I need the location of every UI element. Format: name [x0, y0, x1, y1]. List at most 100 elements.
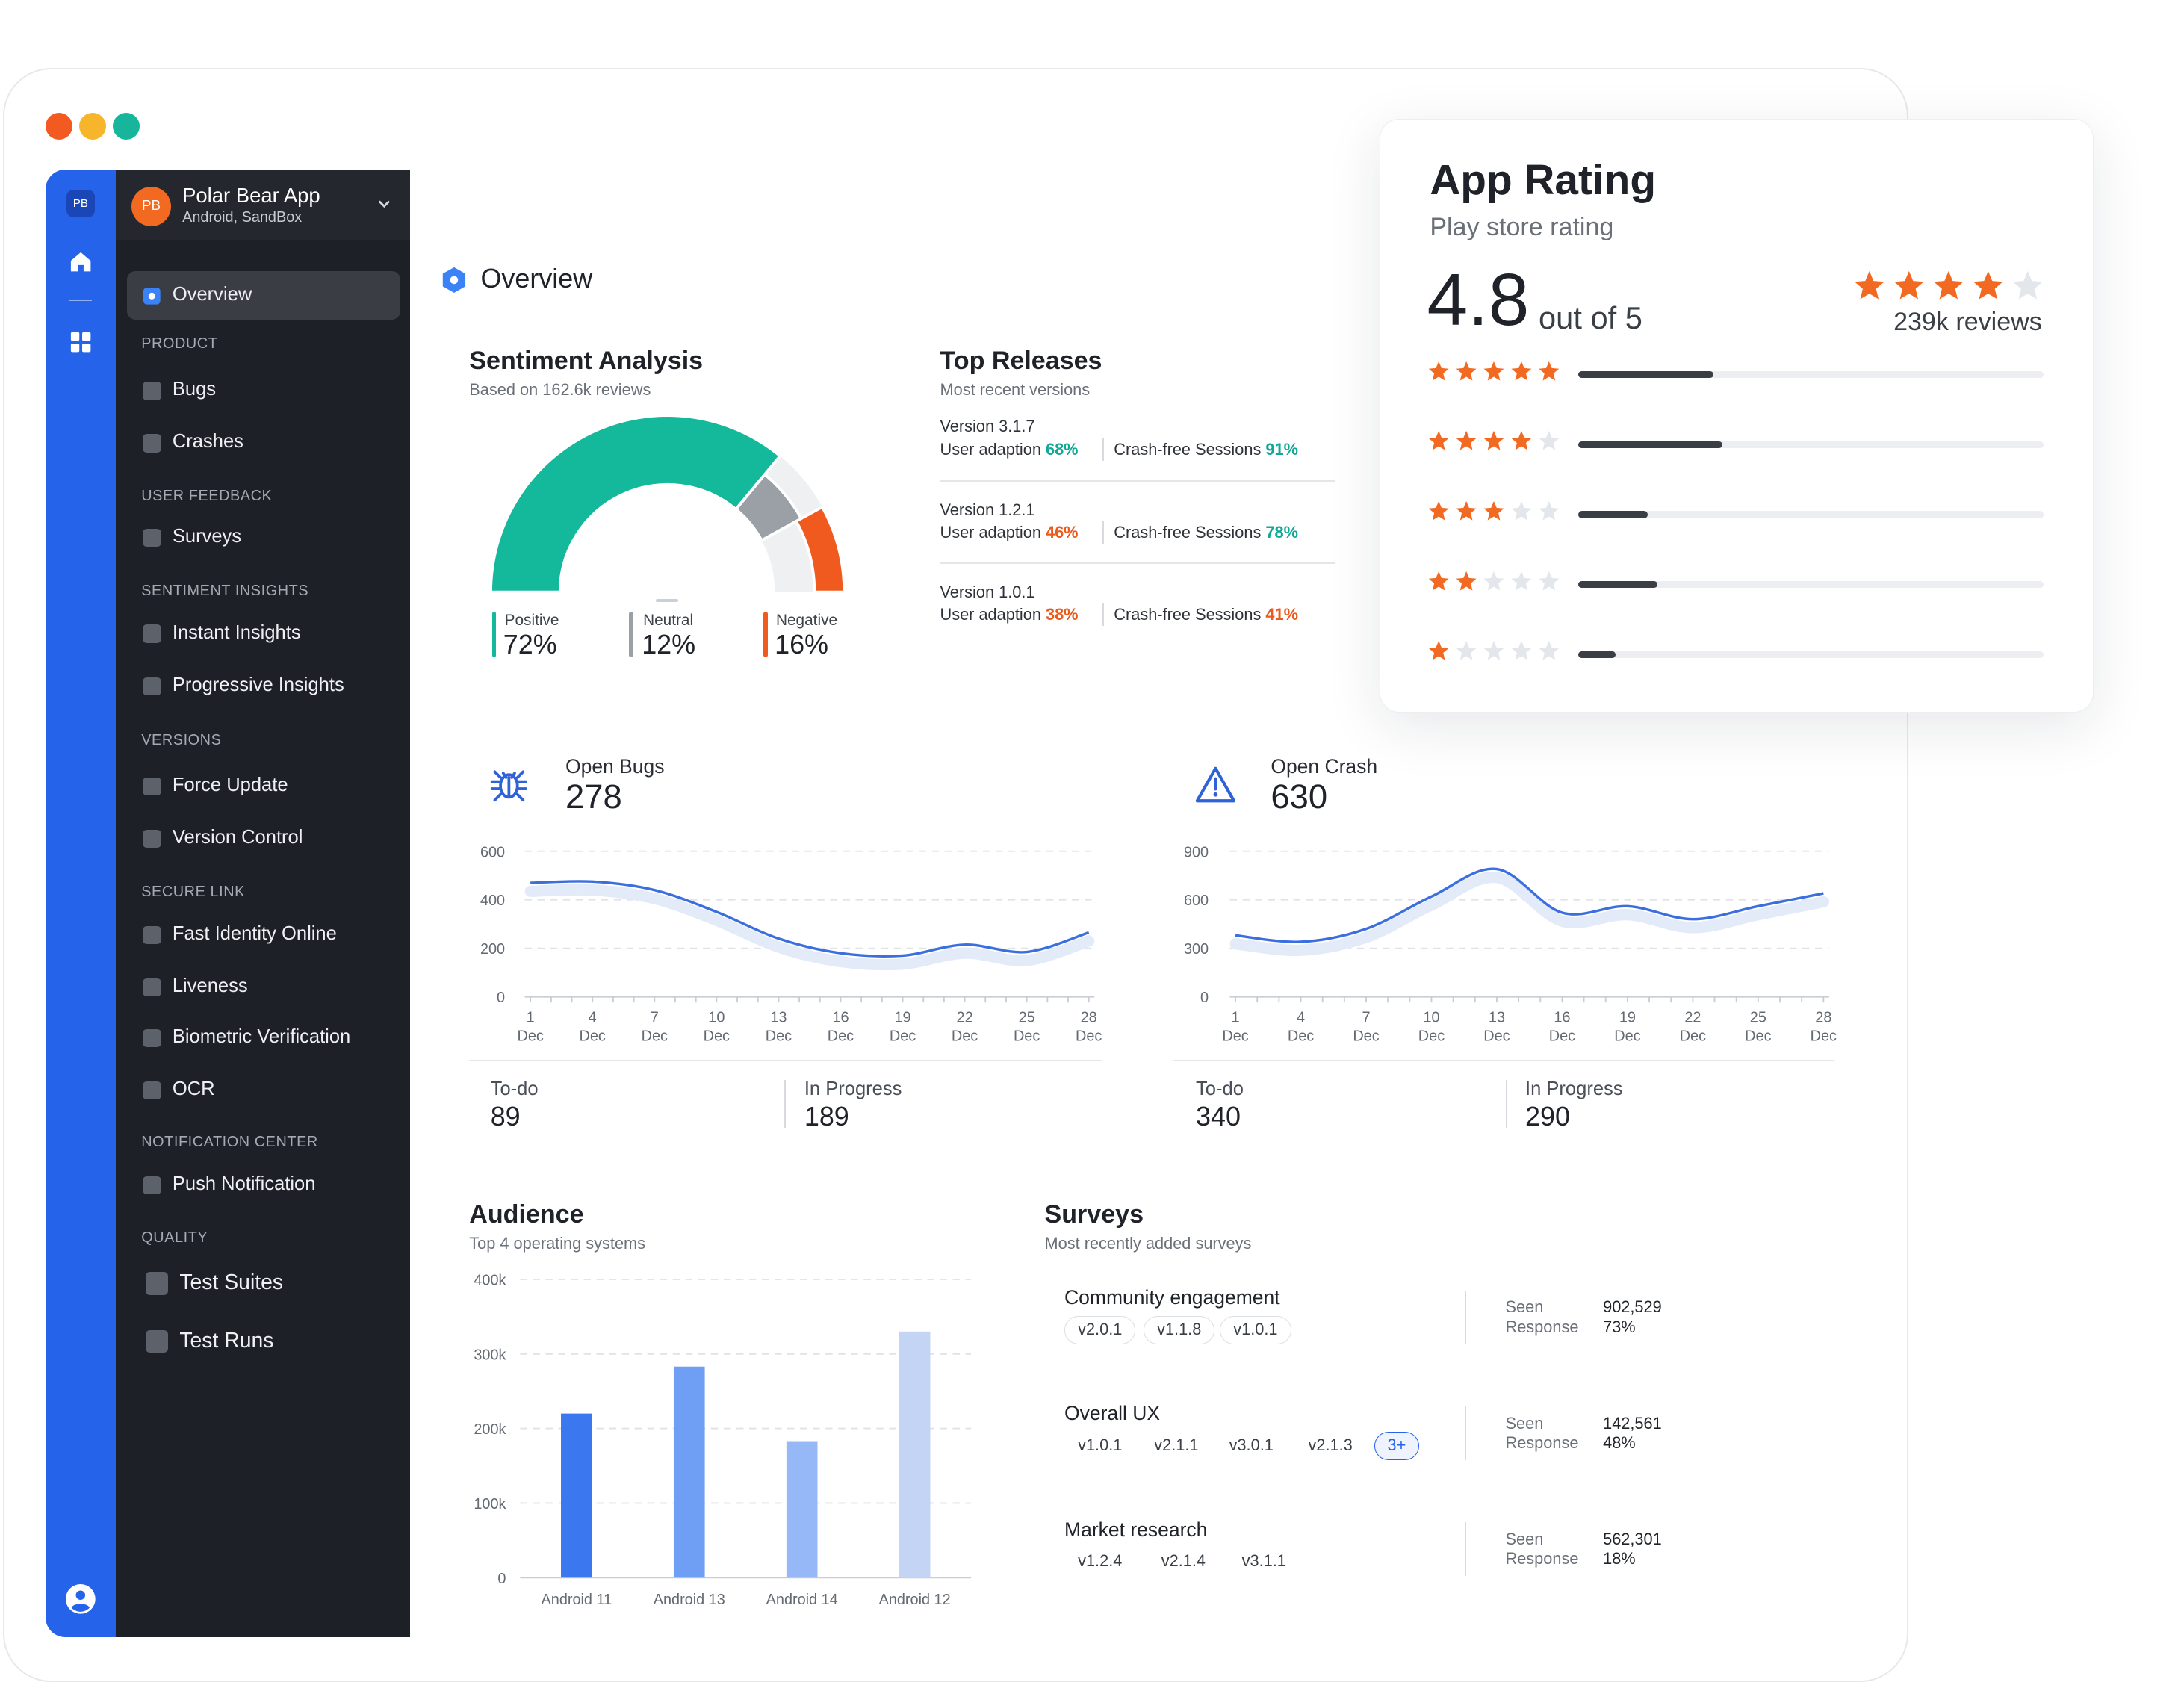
sidebar-item-overview[interactable] [127, 271, 400, 320]
app-switcher[interactable]: PB Polar Bear App Android, SandBox [116, 170, 410, 240]
star-empty-icon [1483, 571, 1504, 591]
sidebar-item-surveys[interactable]: Surveys [172, 526, 242, 547]
sidebar-item-force-update[interactable]: Force Update [172, 775, 288, 796]
response-label: Response [1505, 1317, 1579, 1336]
sidebar-item-fast-identity[interactable]: Fast Identity Online [172, 922, 337, 944]
window-maximize-dot[interactable] [113, 113, 140, 140]
identity-icon [143, 925, 161, 945]
star-filled-icon [1511, 431, 1532, 450]
version-chip[interactable]: v1.0.1 [1220, 1315, 1291, 1344]
push-notification-icon [143, 1176, 161, 1195]
ocr-icon [143, 1081, 161, 1100]
series-shadow [524, 884, 1094, 970]
sidebar-item-ocr[interactable]: OCR [172, 1078, 215, 1099]
release-divider [1102, 521, 1105, 544]
version-chip[interactable]: v2.1.1 [1154, 1436, 1199, 1455]
series-line [1235, 867, 1824, 943]
star-empty-icon [1539, 571, 1560, 591]
sidebar-item-overview-label: Overview [172, 284, 252, 305]
release-separator [940, 480, 1336, 482]
version-chip[interactable]: v2.1.4 [1161, 1551, 1206, 1571]
sidebar-item-instant-insights[interactable]: Instant Insights [172, 621, 301, 643]
survey-name: Overall UX [1064, 1402, 1161, 1425]
survey-divider [1464, 1522, 1466, 1577]
version-chip[interactable]: v1.1.8 [1144, 1315, 1215, 1344]
grid-icon[interactable] [69, 331, 92, 353]
version-chip[interactable]: v1.2.4 [1078, 1551, 1123, 1571]
x-tick-label: 25 Dec [1013, 1009, 1039, 1044]
y-tick-label: 600 [1184, 893, 1209, 909]
negative-legend-marker [763, 612, 768, 657]
adoption-value: 68% [1045, 439, 1079, 459]
distribution-bar-track [1578, 651, 2044, 658]
crash-progress-label: In Progress [1525, 1078, 1623, 1099]
sidebar-item-liveness[interactable]: Liveness [172, 975, 248, 996]
section-versions: VERSIONS [141, 732, 222, 749]
star-filled-icon [1483, 431, 1504, 450]
window-minimize-dot[interactable] [78, 113, 106, 140]
sidebar-item-bugs[interactable]: Bugs [172, 379, 217, 400]
x-tick-label: 7 Dec [641, 1009, 667, 1044]
more-versions-chip[interactable]: 3+ [1374, 1432, 1420, 1460]
category-label: Android 12 [879, 1592, 951, 1608]
app-platform: Android, SandBox [182, 209, 303, 226]
section-sentiment-insights: SENTIMENT INSIGHTS [141, 582, 309, 599]
star-filled-icon [1429, 361, 1450, 381]
star-filled-icon [1483, 500, 1504, 521]
icon-rail: PB [45, 170, 117, 1637]
x-tick-label: 22 Dec [1680, 1009, 1706, 1044]
rail-app-badge[interactable]: PB [66, 189, 95, 218]
version-chip[interactable]: v1.0.1 [1078, 1436, 1123, 1455]
sidebar-item-crashes[interactable]: Crashes [172, 431, 243, 453]
star-row [1429, 431, 1560, 450]
sidebar-item-test-suites[interactable]: Test Suites [179, 1270, 284, 1295]
star-empty-icon [1456, 641, 1477, 660]
response-value: 73% [1603, 1317, 1636, 1336]
sentiment-gauge [488, 414, 846, 594]
window-close-dot[interactable] [45, 113, 72, 140]
sidebar-item-biometric[interactable]: Biometric Verification [172, 1025, 351, 1047]
sentiment-subtitle: Based on 162.6k reviews [469, 380, 651, 400]
sidebar-item-progressive-insights[interactable]: Progressive Insights [172, 674, 344, 695]
version-chip[interactable]: v3.0.1 [1229, 1436, 1274, 1455]
crash-icon [143, 433, 161, 453]
home-icon[interactable] [69, 250, 92, 273]
crash-free-label: Crash-free Sessions [1114, 523, 1262, 542]
version-chip[interactable]: v2.0.1 [1064, 1315, 1136, 1344]
shield-icon [145, 1272, 169, 1295]
rating-stars [1854, 270, 2044, 303]
app-rating-card: App Rating Play store rating 4.8 out of … [1380, 118, 2094, 713]
version-chip[interactable]: v2.1.3 [1308, 1436, 1353, 1455]
warning-icon [1195, 766, 1236, 803]
version-chip[interactable]: v3.1.1 [1241, 1551, 1286, 1571]
y-tick-label: 0 [1200, 990, 1209, 1006]
sidebar-item-test-runs[interactable]: Test Runs [179, 1328, 274, 1353]
seen-value: 142,561 [1603, 1413, 1662, 1433]
open-crash-label: Open Crash [1271, 754, 1378, 778]
release-divider [1102, 603, 1105, 627]
sidebar-item-version-control[interactable]: Version Control [172, 827, 303, 848]
star-row [1429, 641, 1560, 660]
y-tick-label: 300k [474, 1347, 506, 1363]
open-bugs-label: Open Bugs [565, 754, 665, 778]
distribution-bar-track [1578, 370, 2044, 379]
open-bugs-chart: 0 200 400 600 1 Dec 4 Dec 7 Dec 10 Dec 13 Dec 16 Dec 19 D… [480, 844, 1102, 1044]
chevron-down-icon[interactable] [376, 195, 393, 212]
x-tick-label: 19 Dec [889, 1009, 915, 1044]
release-separator [940, 562, 1336, 565]
bugs-todo-label: To-do [490, 1078, 539, 1099]
bugs-separator [469, 1060, 1103, 1062]
test-runs-icon [145, 1329, 169, 1353]
user-account-icon[interactable] [65, 1583, 96, 1615]
star-filled-icon [1429, 641, 1450, 660]
star-filled-icon [1429, 500, 1450, 521]
seen-label: Seen [1505, 1297, 1544, 1317]
sidebar-item-push-notification[interactable]: Push Notification [172, 1173, 316, 1194]
positive-value: 72% [503, 629, 557, 660]
x-tick-label: 28 Dec [1076, 1009, 1102, 1044]
y-tick-label: 0 [497, 990, 505, 1006]
overview-icon [143, 288, 161, 305]
release-version: 1.0.1 [999, 582, 1035, 601]
insight-icon [143, 624, 161, 644]
gauge-segment-positive [488, 414, 782, 594]
